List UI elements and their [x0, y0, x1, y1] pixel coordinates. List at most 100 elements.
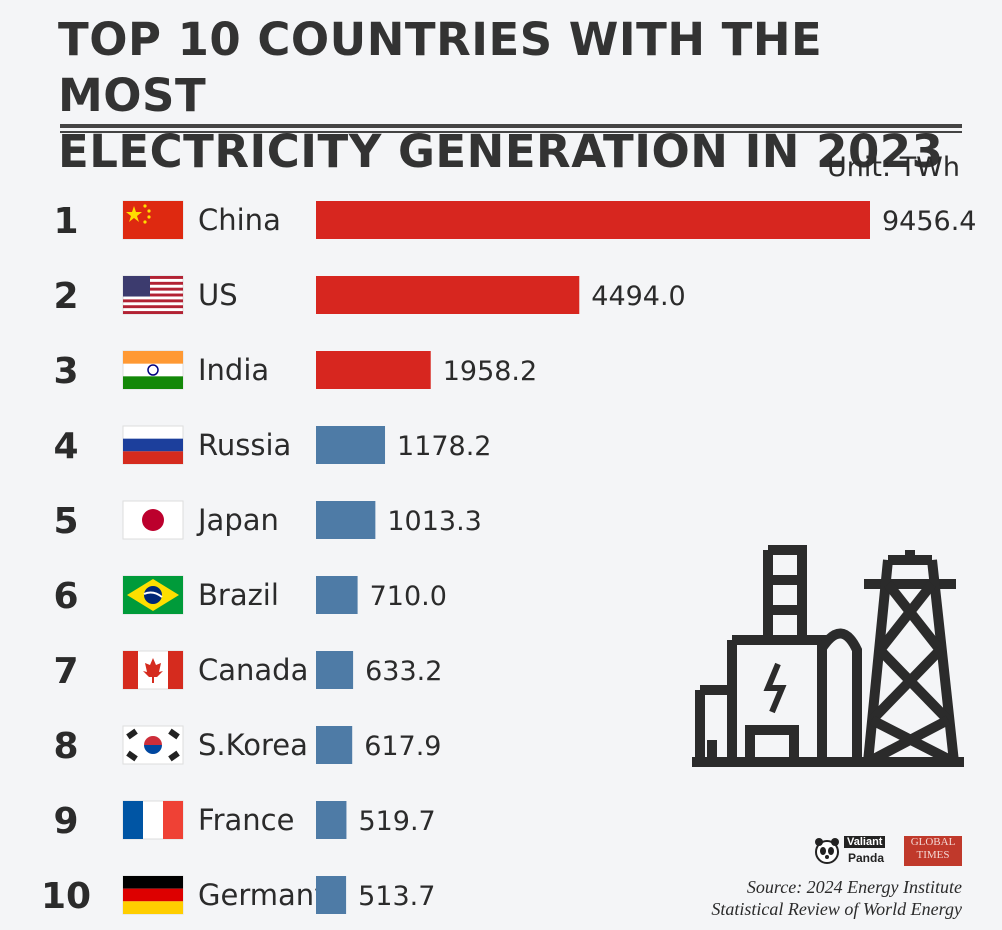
rank-label: 1 [53, 201, 78, 242]
rank-label: 10 [41, 876, 91, 917]
bar [316, 726, 353, 764]
flag-band-bottom [123, 901, 183, 914]
flag-canton [123, 276, 150, 297]
germany-flag-icon [122, 875, 184, 915]
panda-logo-line1: Valiant [844, 836, 886, 848]
value-label: 617.9 [364, 731, 441, 762]
flag-small-star [147, 215, 151, 219]
country-label: Canada [198, 653, 308, 687]
valiant-panda-logo: Valiant Panda [812, 834, 902, 868]
flag-trigram [126, 728, 138, 740]
china-flag-icon [122, 200, 184, 240]
value-label: 9456.4 [882, 206, 976, 237]
france-flag-icon [122, 800, 184, 840]
india-flag-icon [122, 350, 184, 390]
gt-logo-line1: GLOBAL [910, 836, 956, 848]
bar [316, 501, 376, 539]
value-label: 1013.3 [387, 506, 481, 537]
flag-stripe [123, 305, 183, 309]
flag-band-middle [123, 888, 183, 902]
bar [316, 276, 580, 314]
flag-band [143, 591, 163, 598]
flag-stripe [123, 311, 183, 314]
canada-flag-icon [122, 650, 184, 690]
flag-maple-leaf [143, 658, 163, 683]
source-line-2: Statistical Review of World Energy [711, 899, 962, 919]
title-underline-thin [60, 131, 962, 133]
flag-band-left [123, 801, 143, 839]
value-label: 710.0 [370, 581, 447, 612]
panda-logo-line2: Panda [848, 851, 885, 865]
country-label: France [198, 803, 294, 837]
russia-flag-icon [122, 425, 184, 465]
country-label: Russia [198, 428, 291, 462]
bar [316, 651, 354, 689]
south-korea-flag-icon [122, 725, 184, 765]
flag-band-middle [123, 438, 183, 452]
flag-globe [144, 586, 162, 604]
power-plant-icon [692, 545, 964, 767]
flag-taeguk-top [144, 736, 162, 745]
country-label: Germany [198, 878, 331, 912]
country-label: Japan [196, 503, 279, 537]
flag-band-right [168, 651, 183, 689]
flag-stripe [123, 281, 183, 285]
flag-small-star [143, 220, 147, 224]
bar [316, 876, 347, 914]
flag-stripe [123, 299, 183, 303]
value-label: 513.7 [358, 881, 435, 912]
flag-sun [142, 509, 164, 531]
flag-small-star [147, 209, 151, 213]
flag-stripe [123, 293, 183, 297]
flag-small-star [143, 204, 147, 208]
rank-label: 7 [53, 651, 78, 692]
source-line-1: Source: 2024 Energy Institute [746, 877, 962, 897]
flag-trigram [126, 750, 138, 762]
bar [316, 801, 347, 839]
flag-band-right [163, 801, 183, 839]
country-label: S.Korea [198, 728, 308, 762]
value-label: 1178.2 [397, 431, 491, 462]
bar [316, 201, 870, 239]
flag-band-bottom [123, 376, 183, 389]
title-line-1: TOP 10 COUNTRIES WITH THE MOST [58, 13, 823, 122]
source-note: Source: 2024 Energy Institute Statistica… [711, 876, 962, 920]
flag-taeguk-bottom [144, 745, 162, 754]
flag-band-top [123, 351, 183, 364]
country-label: Brazil [198, 578, 279, 612]
publisher-logos: Valiant Panda GLOBAL TIMES [812, 834, 964, 870]
rank-label: 3 [53, 351, 78, 392]
rank-label: 5 [53, 501, 78, 542]
value-label: 633.2 [365, 656, 442, 687]
rank-label: 2 [53, 276, 78, 317]
flag-band-top [123, 876, 183, 889]
country-label: US [198, 278, 238, 312]
flag-trigram [168, 728, 180, 740]
flag-field [123, 201, 183, 239]
country-label: India [198, 353, 269, 387]
bar [316, 351, 431, 389]
rank-label: 4 [53, 426, 78, 467]
japan-flag-icon [122, 500, 184, 540]
title-line-2: ELECTRICITY GENERATION IN 2023 [58, 125, 944, 178]
panda-icon [815, 838, 839, 864]
unit-label: Unit: TWh [827, 152, 960, 183]
rank-label: 8 [53, 726, 78, 767]
gt-logo-line2: TIMES [916, 849, 950, 861]
rank-label: 6 [53, 576, 78, 617]
flag-stripe [123, 276, 183, 279]
global-times-logo: GLOBAL TIMES [904, 836, 962, 866]
flag-trigram [168, 750, 180, 762]
flag-band-bottom [123, 451, 183, 464]
brazil-flag-icon [122, 575, 184, 615]
bar [316, 426, 386, 464]
title-underline [60, 124, 962, 128]
rank-label: 9 [53, 801, 78, 842]
value-label: 4494.0 [591, 281, 685, 312]
us-flag-icon [122, 275, 184, 315]
flag-band-left [123, 651, 138, 689]
flag-chakra [147, 364, 159, 376]
flag-stripe [123, 287, 183, 291]
bar [316, 576, 358, 614]
